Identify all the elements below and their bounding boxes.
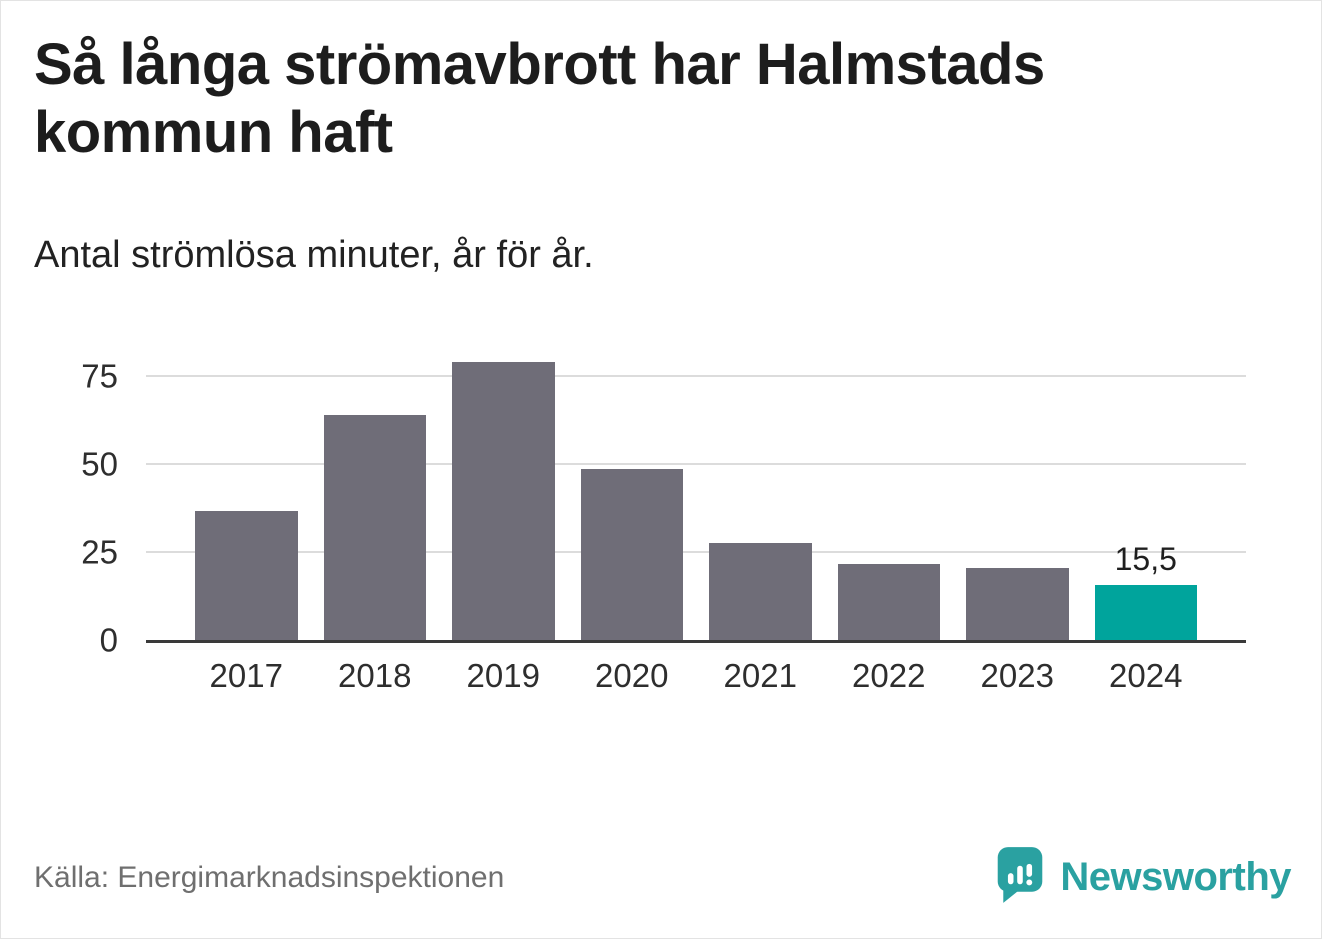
x-tick-label-2017: 2017 [209, 656, 283, 694]
x-tick-label-2018: 2018 [338, 656, 412, 694]
newsworthy-logo-icon [994, 845, 1046, 910]
bar-column-2018 [323, 341, 426, 640]
bar-2019 [452, 361, 555, 640]
gridline-75 [146, 375, 1246, 378]
y-axis: 0 25 50 75 [26, 341, 146, 657]
footer: Källa: Energimarknadsinspektionen Newswo… [34, 845, 1291, 910]
x-tick-label-2020: 2020 [595, 656, 669, 694]
y-tick-label-75: 75 [81, 357, 118, 395]
bar-column-2019 [452, 341, 555, 640]
bar-2021 [709, 543, 812, 640]
x-tick-label-2019: 2019 [466, 656, 540, 694]
y-tick-label-50: 50 [81, 445, 118, 483]
bar-2017 [195, 511, 298, 640]
source-note: Källa: Energimarknadsinspektionen [34, 860, 505, 894]
bars-container: 15,5 [146, 341, 1246, 640]
plot-area: 15,5 [146, 341, 1246, 643]
gridline-50 [146, 463, 1246, 465]
x-axis-labels: 2017 2018 2019 2020 2021 2022 2023 2024 [146, 657, 1246, 695]
x-tick-label-2024: 2024 [1109, 656, 1183, 694]
bar-column-2017 [195, 341, 298, 640]
bar-column-2020 [580, 341, 683, 640]
bar-2023 [966, 567, 1069, 640]
x-axis: 2017 2018 2019 2020 2021 2022 2023 2024 [26, 657, 1246, 695]
bar-value-label-2024: 15,5 [1114, 541, 1177, 578]
gridline-25 [146, 550, 1246, 553]
x-tick-label-2022: 2022 [852, 656, 926, 694]
bar-column-2021 [709, 341, 812, 640]
bar-2024 [1094, 585, 1197, 640]
brand-name: Newsworthy [1060, 855, 1291, 899]
page-title: Så långa strömavbrott har Halmstads komm… [34, 32, 1045, 166]
chart-subtitle: Antal strömlösa minuter, år för år. [34, 233, 594, 276]
bar-column-2022 [837, 341, 940, 640]
bar-2020 [580, 469, 683, 640]
bar-2022 [837, 564, 940, 640]
bar-chart: 0 25 50 75 15,5 2017 2018 2019 2020 2021 2022 202… [26, 341, 1246, 695]
bar-column-2024: 15,5 [1094, 341, 1197, 640]
bar-2018 [323, 414, 426, 640]
x-tick-label-2021: 2021 [723, 656, 797, 694]
y-tick-label-25: 25 [81, 533, 118, 571]
x-tick-label-2023: 2023 [980, 656, 1054, 694]
bar-column-2023 [966, 341, 1069, 640]
x-axis-spacer [26, 657, 146, 695]
y-tick-label-0: 0 [99, 621, 118, 659]
newsworthy-brand: Newsworthy [994, 845, 1291, 910]
